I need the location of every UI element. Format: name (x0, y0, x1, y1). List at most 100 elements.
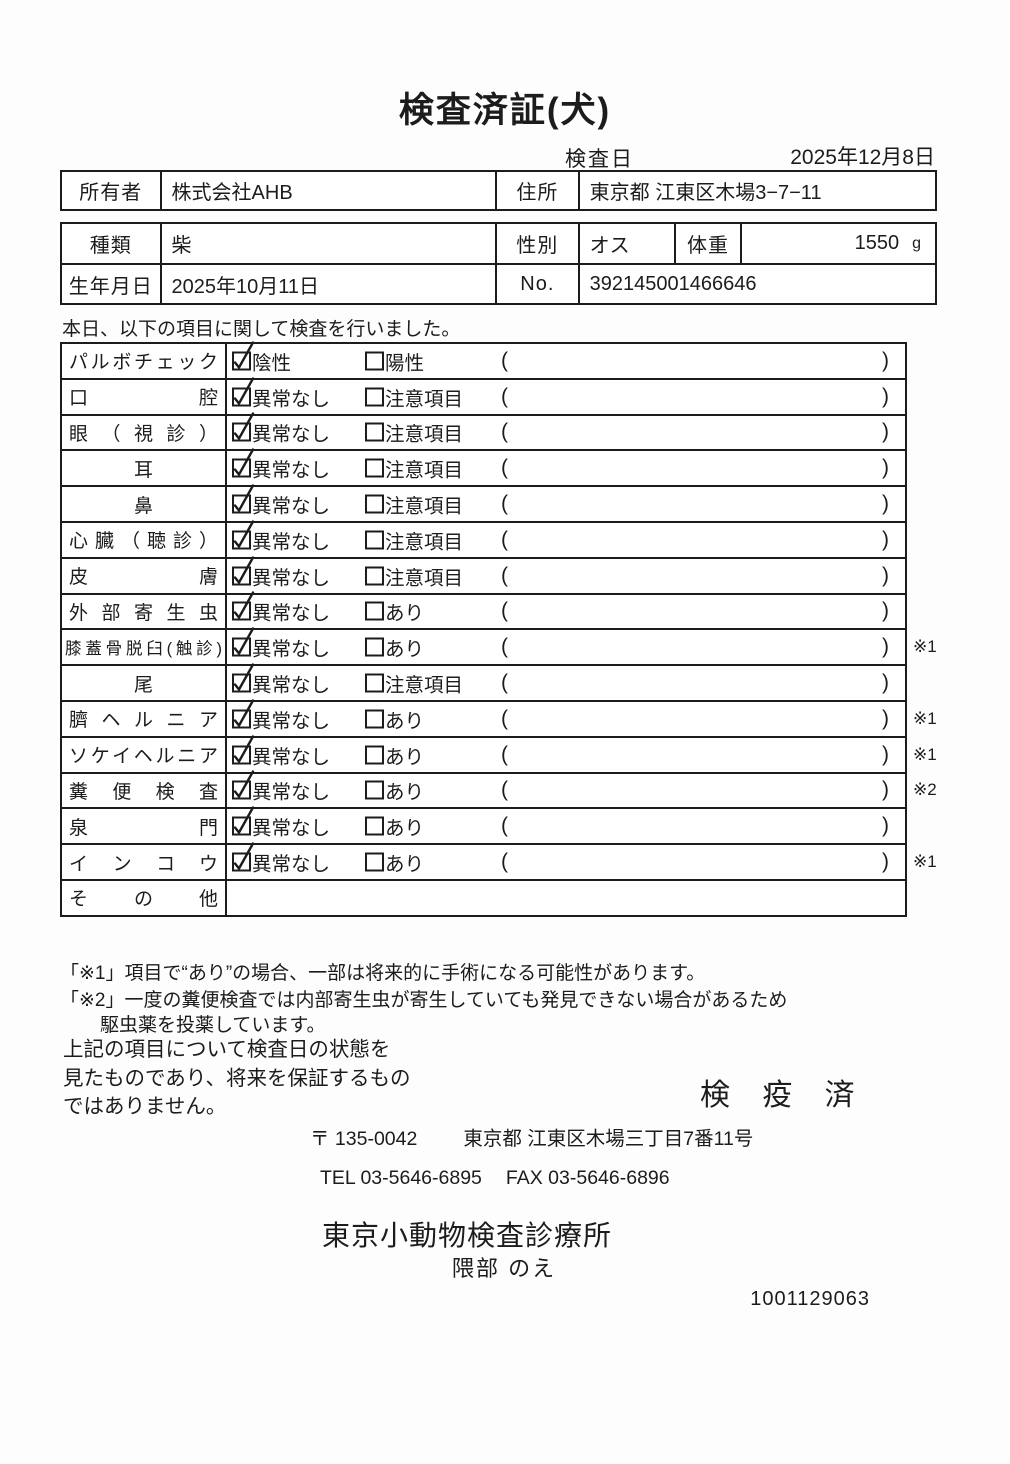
checkbox-option1 (232, 376, 255, 407)
doc-number: 1001129063 (750, 1288, 870, 1310)
paren-open: ( (501, 527, 508, 551)
option1-label: 異常なし (252, 388, 331, 411)
paren-open: ( (501, 492, 508, 516)
paren-close: ) (882, 563, 889, 587)
checkbox-option1 (232, 699, 255, 729)
item-label: 泉門 (69, 817, 218, 839)
owner-address-value: 東京都 江東区木場3−7−11 (589, 182, 822, 204)
checkbox-option1 (232, 591, 255, 621)
option1-label: 異常なし (252, 567, 331, 590)
option2-label: あり (385, 781, 425, 804)
owner-value: 株式会社AHB (162, 172, 498, 209)
quarantine-stamp: 検 疫 済 (700, 1079, 867, 1112)
option2-label: 注意項目 (385, 674, 464, 697)
option1-label: 異常なし (252, 423, 331, 446)
item-label: 尾 (133, 674, 153, 696)
table-row: インコウ 異常なし あり ( ) ※1 (60, 842, 937, 881)
paren-close: ) (882, 456, 889, 480)
owner-address-label: 住所 (497, 172, 580, 209)
option1-label: 異常なし (252, 817, 331, 840)
check-mark-icon (233, 376, 255, 405)
checkbox-option1 (232, 341, 255, 371)
paren-close: ) (882, 778, 889, 802)
checkbox-option2 (365, 709, 384, 729)
checkbox-option1 (232, 842, 255, 872)
item-label: 耳 (133, 459, 153, 481)
page-title: 検査済証(犬) (398, 91, 612, 130)
check-mark-icon (233, 555, 255, 584)
option2-label: あり (385, 817, 425, 840)
table-row: 皮膚 異常なし 注意項目 ( ) (60, 555, 907, 595)
table-row: 鼻 異常なし 注意項目 ( ) (60, 484, 907, 523)
clinic-postal: 〒 135-0042 (310, 1128, 418, 1150)
paren-open: ( (501, 742, 508, 766)
table-row: 泉門 異常なし あり ( ) (60, 806, 907, 846)
checkbox-option2 (365, 780, 384, 800)
paren-close: ) (882, 527, 889, 551)
checkbox-option1 (232, 734, 255, 765)
option1-label: 異常なし (252, 459, 331, 482)
sex-label: 性別 (497, 224, 580, 263)
checkbox-option1 (232, 770, 255, 800)
footnote-line: 「※2」一度の糞便検査では内部寄生虫が寄生していても発見できない場合があるため (60, 990, 788, 1011)
check-mark-icon (233, 663, 255, 691)
table-row: 尾 異常なし 注意項目 ( ) (60, 663, 907, 702)
footnote-ref: ※1 (913, 744, 937, 764)
option1-label: 異常なし (252, 674, 331, 697)
checkbox-option2 (365, 601, 384, 621)
clinic-fax: FAX 03-5646-6896 (505, 1167, 670, 1189)
option2-label: あり (385, 710, 425, 733)
paren-close: ) (882, 706, 889, 730)
table-row: 臍ヘルニア 異常なし あり ( ) ※1 (60, 699, 937, 738)
clinic-address: 東京都 江東区木場三丁目7番11号 (463, 1128, 754, 1150)
checkbox-option2 (365, 458, 384, 478)
checkbox-option1 (232, 806, 255, 836)
checkbox-option2 (365, 852, 384, 872)
table-row: その他 (60, 878, 907, 917)
option1-label: 陰性 (252, 352, 292, 375)
table-row: 糞便検査 異常なし あり ( ) ※2 (60, 770, 937, 810)
item-label: 膝蓋骨脱臼(触診) (65, 640, 222, 659)
option1-label: 異常なし (252, 495, 331, 518)
check-mark-icon (233, 341, 255, 369)
item-label: 鼻 (133, 495, 153, 517)
check-mark-icon (233, 806, 255, 834)
checkbox-option2 (365, 816, 384, 836)
option1-label: 異常なし (252, 531, 331, 554)
paren-close: ) (882, 492, 889, 516)
item-label: 糞便検査 (69, 781, 218, 803)
vet-name: 隈部 のえ (452, 1256, 557, 1281)
footnote-line: 駆虫薬を投薬しています。 (100, 1015, 326, 1036)
check-mark-icon (233, 734, 255, 763)
paren-close: ) (882, 599, 889, 623)
animal-table-row2: 生年月日 2025年10月11日 No. 392145001466646 (60, 263, 937, 305)
item-label: 口腔 (69, 388, 218, 410)
birthdate-label: 生年月日 (62, 265, 162, 303)
checkbox-option1 (232, 484, 255, 514)
clinic-tel: TEL 03-5646-6895 (320, 1167, 482, 1189)
checkbox-option2 (365, 530, 384, 550)
intro-text: 本日、以下の項目に関して検査を行いました。 (62, 319, 461, 340)
checkbox-option1 (232, 448, 255, 478)
checkbox-option2 (365, 745, 384, 765)
item-label: 臍ヘルニア (69, 710, 218, 732)
paren-open: ( (501, 599, 508, 623)
paren-open: ( (501, 814, 508, 838)
table-row: 外部寄生虫 異常なし あり ( ) (60, 591, 907, 631)
exam-date-label: 検査日 (565, 148, 634, 171)
option1-label: 異常なし (252, 638, 331, 661)
table-row: パルボチェック 陰性 陽性 ( ) (60, 341, 907, 380)
option2-label: 注意項目 (385, 423, 464, 446)
disclaimer-line: ではありません。 (63, 1095, 227, 1118)
paren-open: ( (501, 420, 508, 444)
option1-label: 異常なし (252, 853, 331, 876)
birthdate-value: 2025年10月11日 (162, 265, 498, 303)
check-mark-icon (233, 699, 255, 727)
item-label: 眼（視診） (69, 423, 218, 445)
option2-label: 注意項目 (385, 567, 464, 590)
option1-label: 異常なし (252, 781, 331, 804)
checkbox-option2 (365, 494, 384, 514)
item-label: 皮膚 (69, 567, 218, 589)
footnote-ref: ※1 (913, 852, 937, 872)
option1-label: 異常なし (252, 710, 331, 733)
